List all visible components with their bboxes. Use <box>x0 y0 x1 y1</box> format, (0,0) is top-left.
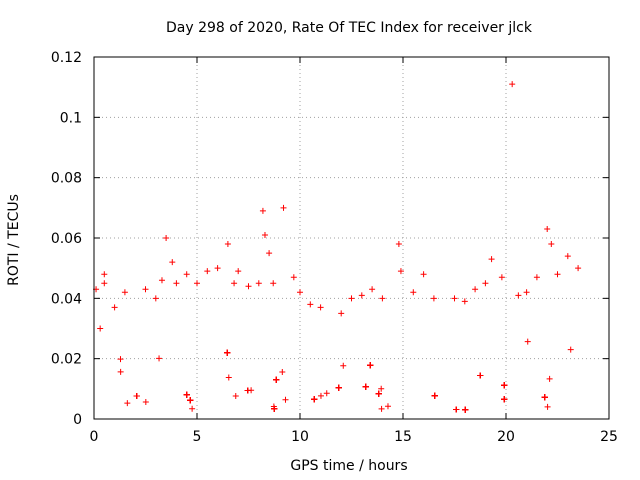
data-point <box>117 368 124 375</box>
data-points <box>93 81 582 413</box>
data-point <box>317 392 324 399</box>
data-point <box>524 338 531 345</box>
data-point <box>279 368 286 375</box>
grid-lines <box>94 57 609 419</box>
data-point <box>156 355 163 362</box>
data-point <box>544 403 551 410</box>
data-point <box>117 356 124 363</box>
data-point <box>340 362 347 369</box>
data-point <box>378 405 385 412</box>
data-point <box>384 403 391 410</box>
data-point <box>232 392 239 399</box>
data-point <box>323 390 330 397</box>
data-point <box>225 374 232 381</box>
data-point <box>567 346 574 353</box>
data-point <box>282 396 289 403</box>
data-point <box>124 400 131 407</box>
data-point <box>189 405 196 412</box>
data-point <box>142 399 149 406</box>
chart-title: Day 298 of 2020, Rate Of TEC Index for r… <box>166 20 533 36</box>
data-point <box>378 385 385 392</box>
data-point <box>546 375 553 382</box>
